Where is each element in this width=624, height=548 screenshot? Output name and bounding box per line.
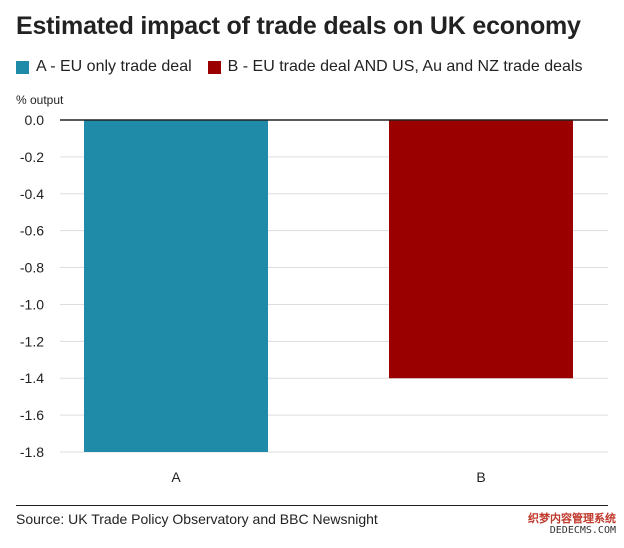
bar-chart: % output 0.0 -0.2 -0.4 -0.6 -0.8 -1.0 -1.2 -1.4… xyxy=(16,93,608,485)
legend-swatch-b xyxy=(207,60,221,74)
y-tick-label: -1.0 xyxy=(20,296,44,312)
y-tick-label: -0.4 xyxy=(20,186,44,202)
y-tick-label: -0.8 xyxy=(20,260,44,276)
bar-a xyxy=(84,120,268,452)
y-tick-label: -0.6 xyxy=(20,223,44,239)
source-divider xyxy=(16,505,608,506)
chart-title: Estimated impact of trade deals on UK ec… xyxy=(16,12,581,40)
legend-label-b: B - EU trade deal AND US, Au and NZ trad… xyxy=(227,58,583,75)
watermark-line1: 织梦内容管理系统 xyxy=(528,513,616,525)
x-tick-label-a: A xyxy=(171,469,181,485)
y-tick-label: -1.2 xyxy=(20,333,44,349)
y-tick-label: -0.2 xyxy=(20,149,44,165)
y-tick-label: -1.8 xyxy=(20,444,44,460)
y-axis-ticks: 0.0 -0.2 -0.4 -0.6 -0.8 -1.0 -1.2 -1.4 -1.6 -1.8 xyxy=(20,112,44,460)
y-tick-label: -1.4 xyxy=(20,370,44,386)
legend-item-a: A - EU only trade deal xyxy=(16,58,192,76)
legend-swatch-a xyxy=(16,60,29,74)
chart-legend: A - EU only trade deal B - EU trade deal… xyxy=(16,58,598,76)
x-tick-label-b: B xyxy=(476,469,485,485)
bars xyxy=(84,120,573,452)
legend-item-b: B - EU trade deal AND US, Au and NZ trad… xyxy=(207,58,583,76)
bar-b xyxy=(389,120,573,379)
y-tick-label: -1.6 xyxy=(20,407,44,423)
y-tick-label: 0.0 xyxy=(25,112,45,128)
source-note: Source: UK Trade Policy Observatory and … xyxy=(16,511,378,527)
watermark-line2: DEDECMS.COM xyxy=(549,525,616,536)
y-axis-label: % output xyxy=(16,93,64,107)
watermark: 织梦内容管理系统 DEDECMS.COM xyxy=(528,513,616,537)
legend-label-a: A - EU only trade deal xyxy=(36,58,192,75)
